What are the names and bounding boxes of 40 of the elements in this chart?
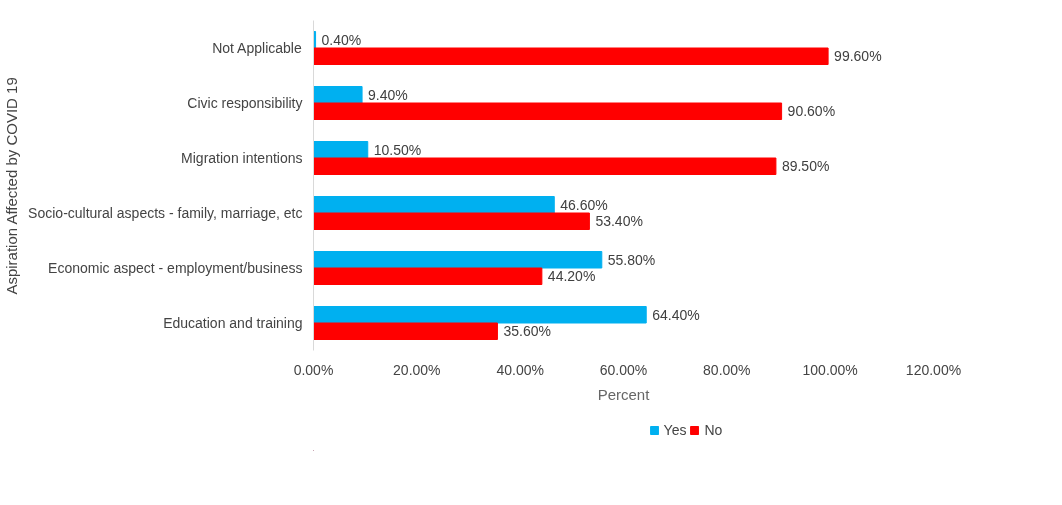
y-tick-label: Civic responsibility bbox=[187, 95, 303, 111]
legend-label: Yes bbox=[663, 422, 687, 438]
x-tick-label: 120.00% bbox=[905, 361, 962, 378]
data-label: 89.50% bbox=[781, 158, 830, 175]
x-tick-label: 40.00% bbox=[496, 361, 544, 378]
data-label: 10.50% bbox=[373, 141, 422, 158]
bar bbox=[313, 306, 647, 324]
data-label: 55.80% bbox=[607, 251, 656, 268]
data-label: 9.40% bbox=[368, 86, 408, 103]
data-label: 0.40% bbox=[321, 31, 362, 48]
data-label: 35.60% bbox=[503, 323, 551, 340]
bar bbox=[313, 322, 498, 340]
y-tick-label: Economic aspect - employment/business bbox=[48, 260, 303, 276]
data-label: 53.40% bbox=[595, 213, 643, 230]
bar bbox=[313, 47, 829, 65]
bar bbox=[313, 141, 369, 159]
bar bbox=[313, 102, 783, 120]
y-tick-label: Socio-cultural aspects - family, marriage, etc bbox=[28, 205, 303, 221]
bar bbox=[313, 267, 543, 285]
bar bbox=[313, 251, 603, 269]
x-tick-label: 20.00% bbox=[393, 361, 441, 378]
bar bbox=[313, 86, 363, 104]
x-tick-label: 0.00% bbox=[293, 361, 334, 378]
data-label: 90.60% bbox=[787, 103, 836, 120]
data-label: 99.60% bbox=[834, 48, 882, 65]
data-label: 44.20% bbox=[547, 268, 596, 285]
x-tick-label: 60.00% bbox=[599, 361, 648, 378]
bar bbox=[313, 212, 590, 230]
x-tick-label: 100.00% bbox=[802, 361, 858, 378]
bar bbox=[313, 157, 777, 175]
data-label: 46.60% bbox=[560, 196, 608, 213]
y-tick-label: Migration intentions bbox=[181, 150, 303, 166]
y-tick-label: Education and training bbox=[163, 315, 303, 331]
x-tick-label: 80.00% bbox=[703, 361, 751, 378]
y-axis-title: Aspiration Affected by COVID 19 bbox=[3, 77, 21, 295]
legend-label: No bbox=[704, 422, 724, 438]
bar bbox=[313, 196, 555, 214]
x-axis-title: Percent bbox=[597, 385, 651, 403]
data-label: 64.40% bbox=[652, 306, 700, 323]
y-tick-label: Not Applicable bbox=[212, 40, 302, 56]
